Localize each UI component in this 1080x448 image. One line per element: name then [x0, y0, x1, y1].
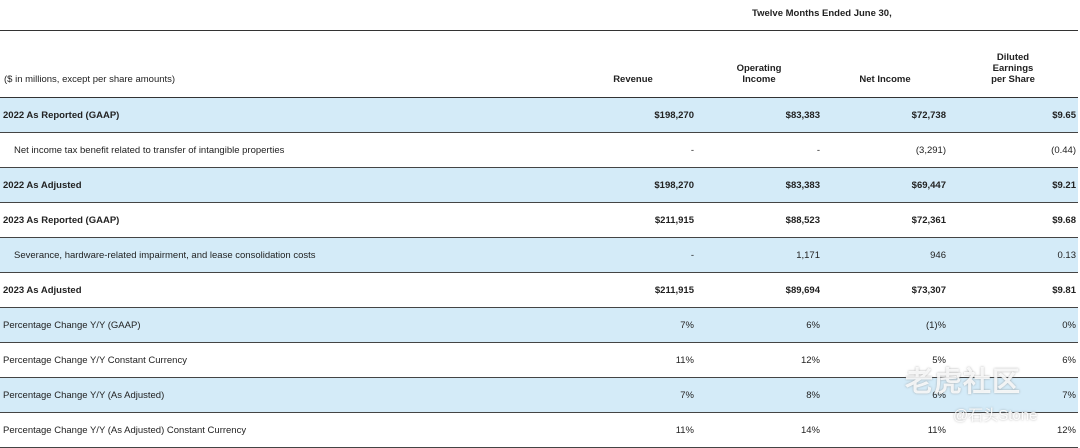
row-label: Percentage Change Y/Y (As Adjusted) Cons… — [0, 412, 570, 448]
cell-eps: 0.13 — [948, 237, 1078, 273]
cell-eps: $9.81 — [948, 272, 1078, 308]
row-label: 2023 As Reported (GAAP) — [0, 202, 570, 238]
cell-net-income: (3,291) — [822, 132, 948, 168]
table-row: Net income tax benefit related to transf… — [0, 132, 1078, 168]
cell-revenue: $211,915 — [570, 202, 696, 238]
cell-net-income: 11% — [822, 412, 948, 448]
table-row: 2023 As Adjusted $211,915 $89,694 $73,30… — [0, 272, 1078, 308]
cell-net-income: $72,361 — [822, 202, 948, 238]
table-row: Percentage Change Y/Y (As Adjusted) Cons… — [0, 412, 1078, 448]
cell-revenue: $198,270 — [570, 167, 696, 203]
col-eps: Diluted Earnings per Share — [948, 30, 1078, 98]
row-label: 2022 As Reported (GAAP) — [0, 97, 570, 133]
col-operating-income: Operating Income — [696, 30, 822, 98]
table-row: 2023 As Reported (GAAP) $211,915 $88,523… — [0, 202, 1078, 238]
cell-eps: $9.65 — [948, 97, 1078, 133]
header-row: ($ in millions, except per share amounts… — [0, 30, 1078, 98]
row-label: Net income tax benefit related to transf… — [0, 132, 570, 168]
col-net-income: Net Income — [822, 30, 948, 98]
table-row: 2022 As Reported (GAAP) $198,270 $83,383… — [0, 97, 1078, 133]
table-row: 2022 As Adjusted $198,270 $83,383 $69,44… — [0, 167, 1078, 203]
cell-operating-income: 8% — [696, 377, 822, 413]
cell-revenue: 11% — [570, 342, 696, 378]
period-label: Twelve Months Ended June 30, — [752, 8, 892, 19]
cell-eps: 0% — [948, 307, 1078, 343]
cell-eps: $9.21 — [948, 167, 1078, 203]
cell-eps: 12% — [948, 412, 1078, 448]
cell-net-income: 946 — [822, 237, 948, 273]
units-note: ($ in millions, except per share amounts… — [0, 30, 570, 98]
cell-net-income: $69,447 — [822, 167, 948, 203]
col-operating-income-text: Operating Income — [736, 63, 782, 85]
row-label: 2023 As Adjusted — [0, 272, 570, 308]
cell-operating-income: $83,383 — [696, 97, 822, 133]
cell-revenue: $198,270 — [570, 97, 696, 133]
cell-revenue: - — [570, 237, 696, 273]
cell-revenue: 7% — [570, 377, 696, 413]
row-label: Severance, hardware-related impairment, … — [0, 237, 570, 273]
cell-operating-income: 14% — [696, 412, 822, 448]
cell-net-income: 6% — [822, 377, 948, 413]
cell-operating-income: 12% — [696, 342, 822, 378]
cell-operating-income: $83,383 — [696, 167, 822, 203]
period-header: Twelve Months Ended June 30, — [0, 0, 1078, 31]
cell-eps: 6% — [948, 342, 1078, 378]
cell-revenue: $211,915 — [570, 272, 696, 308]
cell-net-income: (1)% — [822, 307, 948, 343]
row-label: Percentage Change Y/Y Constant Currency — [0, 342, 570, 378]
cell-net-income: 5% — [822, 342, 948, 378]
reconciliation-table: ($ in millions, except per share amounts… — [0, 30, 1078, 448]
col-eps-text: Diluted Earnings per Share — [991, 52, 1035, 85]
cell-net-income: $72,738 — [822, 97, 948, 133]
col-revenue: Revenue — [570, 30, 696, 98]
cell-operating-income: 1,171 — [696, 237, 822, 273]
cell-operating-income: $89,694 — [696, 272, 822, 308]
cell-operating-income: 6% — [696, 307, 822, 343]
cell-operating-income: $88,523 — [696, 202, 822, 238]
row-label: Percentage Change Y/Y (GAAP) — [0, 307, 570, 343]
cell-revenue: - — [570, 132, 696, 168]
table-row: Percentage Change Y/Y (GAAP) 7% 6% (1)% … — [0, 307, 1078, 343]
cell-net-income: $73,307 — [822, 272, 948, 308]
cell-eps: $9.68 — [948, 202, 1078, 238]
cell-eps: 7% — [948, 377, 1078, 413]
cell-eps: (0.44) — [948, 132, 1078, 168]
cell-revenue: 11% — [570, 412, 696, 448]
cell-revenue: 7% — [570, 307, 696, 343]
row-label: 2022 As Adjusted — [0, 167, 570, 203]
table-row: Percentage Change Y/Y (As Adjusted) 7% 8… — [0, 377, 1078, 413]
row-label: Percentage Change Y/Y (As Adjusted) — [0, 377, 570, 413]
cell-operating-income: - — [696, 132, 822, 168]
table-row: Severance, hardware-related impairment, … — [0, 237, 1078, 273]
table-row: Percentage Change Y/Y Constant Currency … — [0, 342, 1078, 378]
